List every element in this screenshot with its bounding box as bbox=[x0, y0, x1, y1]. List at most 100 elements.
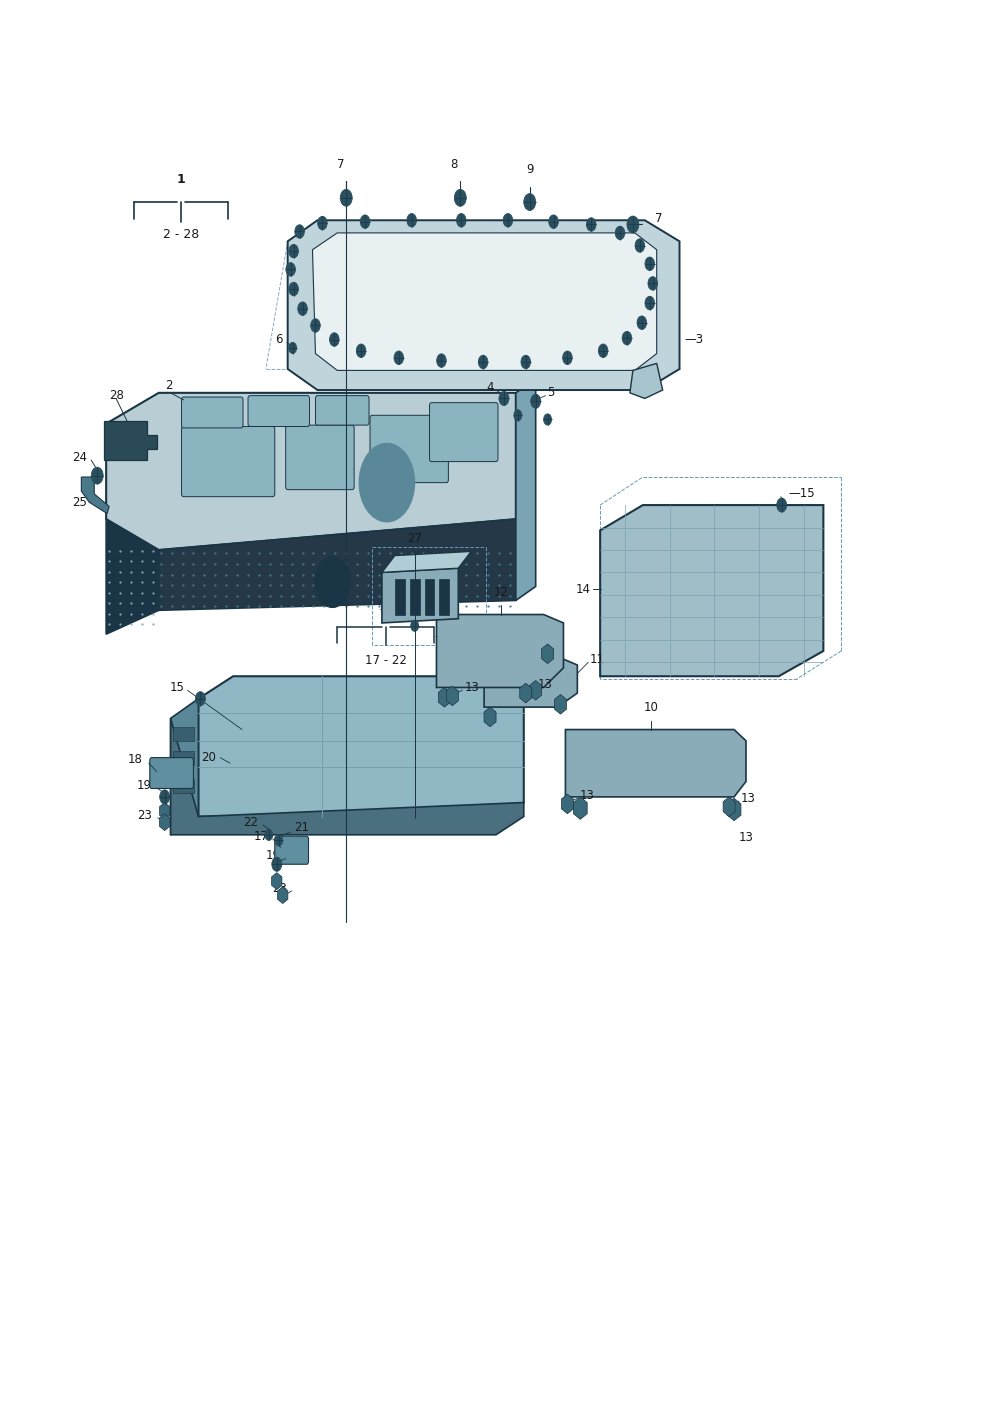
Text: 23: 23 bbox=[137, 808, 152, 822]
Circle shape bbox=[295, 224, 305, 239]
Text: 7: 7 bbox=[655, 212, 663, 226]
Circle shape bbox=[637, 316, 647, 330]
Bar bbox=[173, 751, 194, 765]
Circle shape bbox=[436, 354, 446, 368]
Circle shape bbox=[531, 394, 541, 408]
Text: —3: —3 bbox=[684, 333, 703, 347]
Circle shape bbox=[411, 620, 419, 631]
Text: —26: —26 bbox=[434, 630, 461, 644]
Text: 25: 25 bbox=[72, 495, 86, 509]
Text: 12: 12 bbox=[493, 585, 509, 599]
Text: 8: 8 bbox=[450, 157, 458, 171]
FancyBboxPatch shape bbox=[275, 836, 309, 864]
Polygon shape bbox=[81, 477, 109, 513]
Circle shape bbox=[586, 217, 596, 231]
Circle shape bbox=[454, 189, 466, 206]
Polygon shape bbox=[288, 220, 680, 390]
Text: 22: 22 bbox=[243, 815, 258, 829]
Bar bbox=[173, 727, 194, 741]
FancyBboxPatch shape bbox=[315, 396, 369, 425]
Circle shape bbox=[645, 257, 655, 271]
Circle shape bbox=[356, 344, 366, 358]
Circle shape bbox=[549, 215, 558, 229]
Polygon shape bbox=[171, 718, 524, 835]
FancyBboxPatch shape bbox=[150, 758, 193, 788]
Circle shape bbox=[635, 239, 645, 253]
FancyBboxPatch shape bbox=[182, 397, 243, 428]
Text: 2: 2 bbox=[165, 379, 173, 393]
Text: 15: 15 bbox=[170, 680, 185, 694]
Circle shape bbox=[359, 443, 415, 522]
Bar bbox=[425, 579, 434, 615]
Circle shape bbox=[160, 790, 170, 804]
Circle shape bbox=[91, 467, 103, 484]
Text: 1: 1 bbox=[177, 173, 186, 187]
Polygon shape bbox=[630, 363, 663, 398]
Text: 19: 19 bbox=[266, 849, 281, 863]
Circle shape bbox=[456, 213, 466, 227]
Text: 14: 14 bbox=[575, 582, 590, 596]
Text: 13: 13 bbox=[741, 791, 756, 805]
Text: 9: 9 bbox=[526, 163, 534, 177]
Circle shape bbox=[521, 355, 531, 369]
Text: 5: 5 bbox=[548, 386, 555, 400]
FancyBboxPatch shape bbox=[248, 396, 310, 427]
Circle shape bbox=[314, 557, 350, 607]
FancyBboxPatch shape bbox=[370, 415, 448, 483]
Circle shape bbox=[329, 333, 339, 347]
Circle shape bbox=[275, 835, 283, 846]
Polygon shape bbox=[484, 657, 577, 707]
Text: 20: 20 bbox=[201, 751, 216, 765]
Circle shape bbox=[310, 318, 320, 333]
FancyBboxPatch shape bbox=[286, 425, 354, 490]
Polygon shape bbox=[159, 519, 516, 610]
Text: 4: 4 bbox=[486, 380, 494, 394]
Text: 13: 13 bbox=[538, 678, 553, 692]
Circle shape bbox=[394, 351, 404, 365]
Bar bbox=[173, 779, 194, 793]
Text: 28: 28 bbox=[109, 389, 123, 403]
Text: 18: 18 bbox=[128, 752, 143, 766]
Circle shape bbox=[265, 829, 273, 840]
Circle shape bbox=[286, 262, 296, 276]
Bar bbox=[439, 579, 449, 615]
Circle shape bbox=[645, 296, 655, 310]
Text: 13: 13 bbox=[579, 788, 594, 803]
Circle shape bbox=[524, 194, 536, 210]
Polygon shape bbox=[171, 699, 198, 835]
Polygon shape bbox=[565, 730, 746, 797]
Circle shape bbox=[615, 226, 625, 240]
Polygon shape bbox=[106, 519, 159, 634]
Text: 24: 24 bbox=[72, 450, 87, 464]
Circle shape bbox=[499, 391, 509, 405]
Text: 11: 11 bbox=[589, 652, 604, 666]
Text: 21: 21 bbox=[294, 821, 309, 835]
Polygon shape bbox=[436, 615, 563, 687]
Text: 27: 27 bbox=[407, 532, 423, 546]
Circle shape bbox=[289, 244, 299, 258]
Text: 17: 17 bbox=[254, 829, 269, 843]
Polygon shape bbox=[382, 551, 471, 572]
Text: 2 - 28: 2 - 28 bbox=[163, 227, 199, 241]
Polygon shape bbox=[104, 421, 157, 460]
Text: 23: 23 bbox=[272, 881, 287, 895]
Circle shape bbox=[317, 216, 327, 230]
Text: 17 - 22: 17 - 22 bbox=[365, 654, 407, 668]
Circle shape bbox=[272, 857, 282, 871]
Circle shape bbox=[777, 498, 787, 512]
Polygon shape bbox=[198, 676, 524, 817]
Polygon shape bbox=[312, 233, 657, 370]
Circle shape bbox=[289, 282, 299, 296]
Circle shape bbox=[544, 414, 552, 425]
Circle shape bbox=[289, 342, 297, 354]
Circle shape bbox=[195, 692, 205, 706]
Text: 6: 6 bbox=[275, 333, 283, 347]
Polygon shape bbox=[106, 393, 516, 550]
Circle shape bbox=[514, 410, 522, 421]
FancyBboxPatch shape bbox=[430, 403, 498, 462]
Polygon shape bbox=[382, 568, 458, 623]
Circle shape bbox=[648, 276, 658, 290]
Circle shape bbox=[598, 344, 608, 358]
Circle shape bbox=[340, 189, 352, 206]
Text: 13: 13 bbox=[464, 680, 479, 694]
